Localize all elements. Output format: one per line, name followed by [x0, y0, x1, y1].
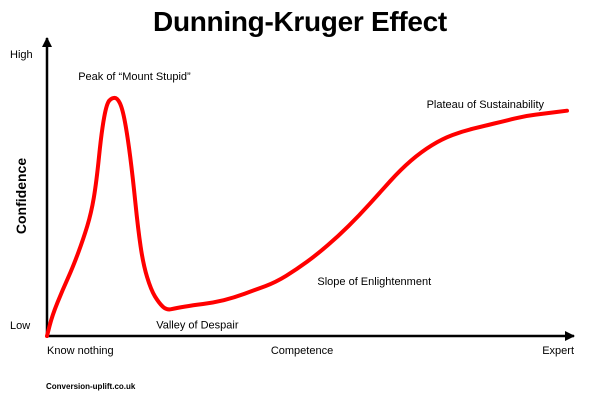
source-credit: Conversion-uplift.co.uk — [46, 382, 136, 391]
valley-of-despair-label: Valley of Despair — [156, 319, 239, 331]
y-axis-title: Confidence — [13, 158, 29, 234]
confidence-curve-0 — [45, 95, 569, 338]
x-axis-title: Competence — [271, 345, 333, 357]
slope-of-enlightenment-label: Slope of Enlightenment — [317, 276, 431, 288]
y-tick-high: High — [10, 49, 33, 61]
y-tick-low: Low — [10, 320, 30, 332]
x-tick-high: Expert — [542, 345, 574, 357]
chart-title: Dunning-Kruger Effect — [153, 6, 447, 37]
plateau-of-sustainability-label: Plateau of Sustainability — [427, 99, 545, 111]
x-tick-low: Know nothing — [47, 345, 114, 357]
peak-mount-stupid-label: Peak of “Mount Stupid” — [78, 71, 191, 83]
